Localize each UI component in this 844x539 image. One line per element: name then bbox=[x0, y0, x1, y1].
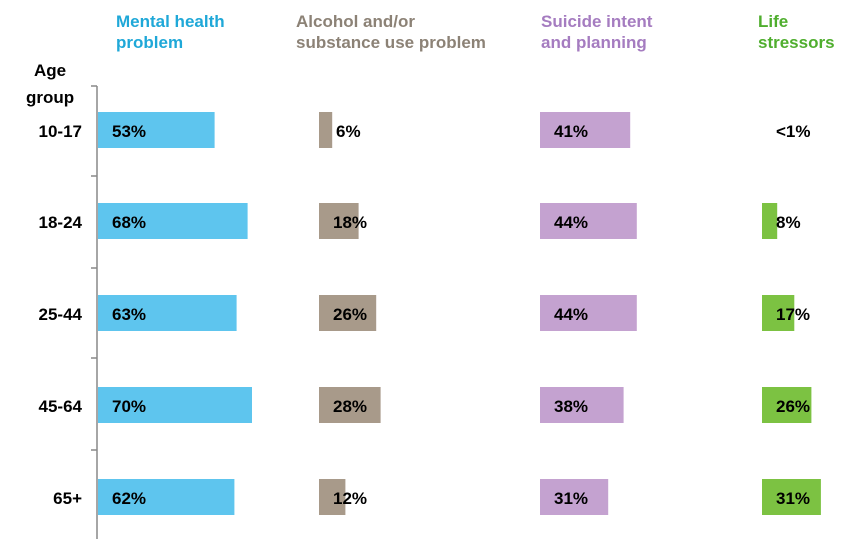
data-label-suicide-intent-and-planning-25-44: 44% bbox=[554, 305, 588, 324]
data-label-suicide-intent-and-planning-45-64: 38% bbox=[554, 397, 588, 416]
data-label-life-stressors-10-17: <1% bbox=[776, 122, 811, 141]
bar-life-stressors-45-64 bbox=[762, 387, 812, 423]
data-label-mental-health-problem-10-17: 53% bbox=[112, 122, 146, 141]
data-label-mental-health-problem-65: 62% bbox=[112, 489, 146, 508]
header-mental-health-problem: Mental health problem bbox=[116, 12, 225, 52]
data-label-alcohol-and-or-substance-use-problem-25-44: 26% bbox=[333, 305, 367, 324]
bar-mental-health-problem-10-17 bbox=[98, 112, 215, 148]
data-label-life-stressors-18-24: 8% bbox=[776, 213, 801, 232]
bar-suicide-intent-and-planning-65 bbox=[540, 479, 609, 515]
bar-life-stressors-25-44 bbox=[762, 295, 795, 331]
bar-mental-health-problem-65 bbox=[98, 479, 235, 515]
header-suicide-intent-and-planning: Suicide intent and planning bbox=[541, 12, 653, 52]
bar-suicide-intent-and-planning-10-17 bbox=[540, 112, 631, 148]
data-label-alcohol-and-or-substance-use-problem-65: 12% bbox=[333, 489, 367, 508]
y-axis bbox=[91, 85, 98, 539]
data-label-life-stressors-65: 31% bbox=[776, 489, 810, 508]
bar-alcohol-and-or-substance-use-problem-10-17 bbox=[319, 112, 333, 148]
bar-mental-health-problem-25-44 bbox=[98, 295, 237, 331]
data-label-mental-health-problem-25-44: 63% bbox=[112, 305, 146, 324]
data-label-mental-health-problem-18-24: 68% bbox=[112, 213, 146, 232]
bar-alcohol-and-or-substance-use-problem-65 bbox=[319, 479, 346, 515]
bar-alcohol-and-or-substance-use-problem-25-44 bbox=[319, 295, 377, 331]
bar-alcohol-and-or-substance-use-problem-45-64 bbox=[319, 387, 381, 423]
data-label-suicide-intent-and-planning-10-17: 41% bbox=[554, 122, 588, 141]
bar-mental-health-problem-18-24 bbox=[98, 203, 248, 239]
data-label-life-stressors-45-64: 26% bbox=[776, 397, 810, 416]
category-labels: 10-17 18-24 25-44 45-64 65+ bbox=[39, 122, 83, 508]
data-label-suicide-intent-and-planning-18-24: 44% bbox=[554, 213, 588, 232]
bar-suicide-intent-and-planning-25-44 bbox=[540, 295, 637, 331]
series-headers: Mental health problem Alcohol and/or substa… bbox=[116, 12, 835, 52]
bar-suicide-intent-and-planning-45-64 bbox=[540, 387, 624, 423]
bars: 53% 68% 63% 70% 62% 6% 18% 26% 28% 12% 41% 44% 44% 38… bbox=[98, 112, 821, 515]
bar-life-stressors-18-24 bbox=[762, 203, 778, 239]
category-label-45-64: 45-64 bbox=[39, 397, 83, 416]
data-label-mental-health-problem-45-64: 70% bbox=[112, 397, 146, 416]
category-label-18-24: 18-24 bbox=[39, 213, 83, 232]
bar-life-stressors-65 bbox=[762, 479, 821, 515]
data-label-alcohol-and-or-substance-use-problem-10-17: 6% bbox=[336, 122, 361, 141]
category-label-25-44: 25-44 bbox=[39, 305, 83, 324]
bar-mental-health-problem-45-64 bbox=[98, 387, 252, 423]
y-axis-label-line1: Age bbox=[34, 61, 66, 80]
bar-alcohol-and-or-substance-use-problem-18-24 bbox=[319, 203, 359, 239]
category-label-65: 65+ bbox=[53, 489, 82, 508]
data-label-life-stressors-25-44: 17% bbox=[776, 305, 810, 324]
data-label-alcohol-and-or-substance-use-problem-45-64: 28% bbox=[333, 397, 367, 416]
data-label-suicide-intent-and-planning-65: 31% bbox=[554, 489, 588, 508]
header-life-stressors: Life stressors bbox=[758, 12, 835, 52]
category-label-10-17: 10-17 bbox=[39, 122, 82, 141]
data-label-alcohol-and-or-substance-use-problem-18-24: 18% bbox=[333, 213, 367, 232]
y-axis-label-line2: group bbox=[26, 88, 74, 107]
header-alcohol-and-or-substance-use-problem: Alcohol and/or substance use problem bbox=[296, 12, 486, 52]
bar-suicide-intent-and-planning-18-24 bbox=[540, 203, 637, 239]
